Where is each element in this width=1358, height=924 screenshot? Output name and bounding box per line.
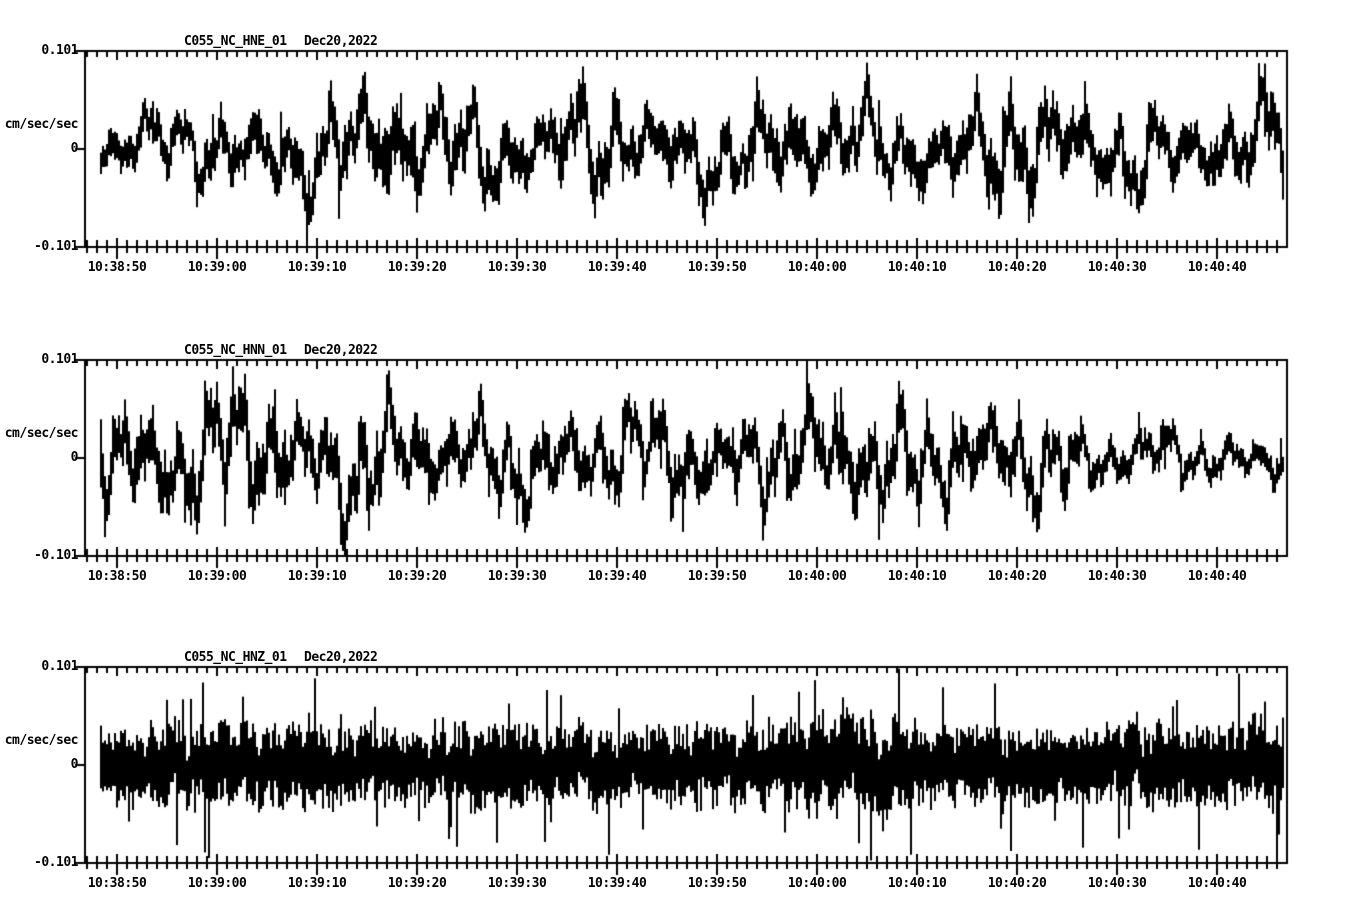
y-axis-zero-label: 0	[70, 757, 79, 772]
y-axis-zero-label: 0	[70, 450, 79, 465]
x-axis-tick-label: 10:39:20	[387, 260, 447, 275]
x-axis-tick-label: 10:38:50	[87, 260, 147, 275]
x-axis-tick-label: 10:40:30	[1087, 876, 1147, 891]
y-axis-min-label: -0.101	[34, 239, 78, 254]
x-axis-tick-label: 10:40:30	[1087, 569, 1147, 584]
y-axis-unit-label: cm/sec/sec	[4, 426, 79, 441]
trace-station-title: C055_NC_HNE_01	[184, 34, 287, 49]
x-axis-tick-label: 10:39:10	[287, 876, 347, 891]
x-axis-tick-label: 10:40:20	[987, 260, 1047, 275]
x-axis-tick-label: 10:40:40	[1187, 876, 1247, 891]
trace-date-label: Dec20,2022	[304, 343, 378, 358]
y-axis-max-label: 0.101	[41, 43, 78, 58]
x-axis-tick-label: 10:39:10	[287, 260, 347, 275]
y-axis-max-label: 0.101	[41, 352, 78, 367]
x-axis-tick-label: 10:39:30	[487, 260, 547, 275]
y-axis-min-label: -0.101	[34, 548, 78, 563]
x-axis-tick-label: 10:40:00	[787, 260, 847, 275]
x-axis-tick-label: 10:40:40	[1187, 569, 1247, 584]
y-axis-zero-label: 0	[70, 141, 79, 156]
x-axis-tick-label: 10:40:20	[987, 876, 1047, 891]
x-axis-tick-label: 10:38:50	[87, 876, 147, 891]
x-axis-tick-label: 10:39:00	[187, 260, 247, 275]
x-axis-tick-label: 10:40:10	[887, 260, 947, 275]
x-axis-tick-label: 10:39:40	[587, 260, 647, 275]
x-axis-tick-label: 10:39:20	[387, 569, 447, 584]
x-axis-tick-label: 10:40:20	[987, 569, 1047, 584]
x-axis-tick-label: 10:39:40	[587, 569, 647, 584]
x-axis-tick-label: 10:39:00	[187, 569, 247, 584]
trace-date-label: Dec20,2022	[304, 650, 378, 665]
x-axis-tick-label: 10:39:50	[687, 260, 747, 275]
x-axis-tick-label: 10:40:00	[787, 876, 847, 891]
x-axis-tick-label: 10:39:00	[187, 876, 247, 891]
trace-date-label: Dec20,2022	[304, 34, 378, 49]
x-axis-tick-label: 10:39:40	[587, 876, 647, 891]
x-axis-tick-label: 10:39:20	[387, 876, 447, 891]
x-axis-tick-label: 10:38:50	[87, 569, 147, 584]
x-axis-tick-label: 10:39:30	[487, 876, 547, 891]
y-axis-unit-label: cm/sec/sec	[4, 733, 79, 748]
x-axis-tick-label: 10:40:10	[887, 569, 947, 584]
y-axis-min-label: -0.101	[34, 855, 78, 870]
x-axis-tick-label: 10:39:50	[687, 569, 747, 584]
trace-station-title: C055_NC_HNN_01	[184, 343, 287, 358]
x-axis-tick-label: 10:40:40	[1187, 260, 1247, 275]
y-axis-unit-label: cm/sec/sec	[4, 117, 79, 132]
x-axis-tick-label: 10:40:10	[887, 876, 947, 891]
x-axis-tick-label: 10:39:30	[487, 569, 547, 584]
trace-station-title: C055_NC_HNZ_01	[184, 650, 287, 665]
x-axis-tick-label: 10:39:10	[287, 569, 347, 584]
x-axis-tick-label: 10:40:00	[787, 569, 847, 584]
x-axis-tick-label: 10:39:50	[687, 876, 747, 891]
y-axis-max-label: 0.101	[41, 659, 78, 674]
x-axis-tick-label: 10:40:30	[1087, 260, 1147, 275]
